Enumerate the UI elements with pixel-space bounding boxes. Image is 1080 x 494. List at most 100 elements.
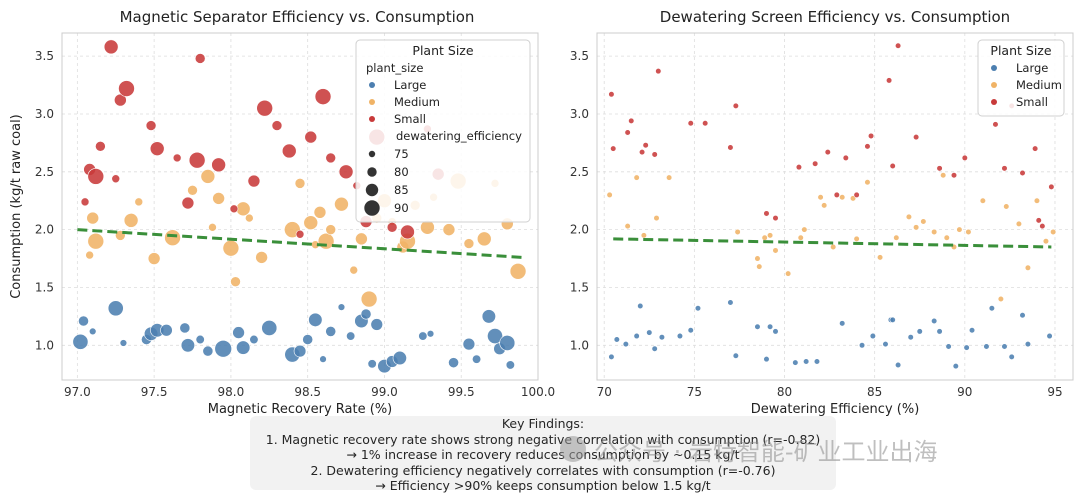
point-large (622, 341, 629, 348)
point-medium (325, 224, 337, 235)
point-medium (817, 194, 824, 201)
point-large (766, 323, 774, 330)
point-medium (801, 226, 808, 233)
point-medium (360, 290, 378, 308)
point-medium (85, 250, 94, 260)
point-large (839, 320, 846, 327)
point-large (968, 327, 976, 334)
x-tick-label: 100.0 (521, 385, 555, 399)
point-small (1039, 223, 1046, 230)
point-large (754, 323, 761, 330)
point-large (1019, 312, 1026, 319)
y-tick-label: 1.0 (35, 338, 54, 352)
point-medium (245, 213, 254, 223)
point-large (337, 303, 346, 311)
point-large (346, 331, 356, 341)
point-small (256, 99, 273, 117)
legend-label-small: Small (1016, 95, 1048, 109)
point-small (1001, 165, 1008, 172)
point-medium (756, 263, 763, 270)
point-small (400, 224, 415, 240)
point-medium (754, 255, 761, 262)
point-medium (86, 211, 100, 225)
x-tick-label: 75 (687, 385, 702, 399)
point-medium (666, 174, 673, 181)
point-small (172, 153, 182, 163)
legend-size-label: 85 (394, 183, 409, 197)
point-small (772, 214, 779, 222)
point-small (763, 210, 770, 217)
point-large (792, 359, 799, 366)
point-large (180, 338, 195, 353)
point-large (732, 352, 739, 359)
legend-label-medium: Medium (394, 95, 440, 109)
legend-size-marker (368, 150, 376, 158)
watermark: 公众号 · 岩特智能-矿业工业出海 (560, 432, 938, 466)
point-small (950, 172, 958, 179)
point-small (642, 142, 649, 149)
legend-marker-large (369, 82, 375, 88)
finding-line-1: 1. Magnetic recovery rate shows strong n… (265, 431, 821, 447)
point-small (651, 151, 658, 158)
point-small (1019, 169, 1026, 177)
point-small (936, 165, 943, 172)
legend-title: Plant Size (412, 43, 473, 58)
point-small (247, 174, 261, 188)
point-medium (187, 185, 198, 196)
x-tick-label: 98.5 (294, 385, 321, 399)
x-tick-label: 98.0 (218, 385, 245, 399)
finding-line-3: 2. Dewatering efficiency negatively corr… (310, 462, 776, 478)
point-large (505, 360, 515, 370)
point-large (687, 327, 694, 334)
point-medium (1015, 220, 1023, 227)
wechat-logo-icon (560, 436, 586, 462)
legend-size-label: 90 (394, 201, 409, 215)
point-large (160, 324, 173, 337)
point-small (961, 154, 968, 162)
point-medium (1042, 238, 1050, 245)
point-large (772, 328, 779, 335)
point-medium (147, 252, 161, 265)
point-small (833, 191, 840, 199)
point-large (487, 328, 503, 344)
y-tick-label: 3.0 (35, 107, 54, 121)
y-tick-label: 2.5 (570, 165, 589, 179)
y-tick-label: 1.5 (35, 280, 54, 294)
point-medium (624, 223, 631, 230)
legend-label-small: Small (394, 112, 426, 126)
y-axis-label: Consumption (kg/t raw coal) (9, 114, 24, 299)
point-small (295, 229, 305, 239)
legend-marker-medium (369, 99, 375, 105)
point-medium (785, 270, 792, 277)
point-small (702, 120, 709, 127)
legend-marker-medium (991, 82, 997, 88)
point-medium (772, 247, 779, 254)
x-axis-label: Dewatering Efficiency (%) (751, 402, 920, 417)
point-small (188, 151, 206, 169)
x-axis-label: Magnetic Recovery Rate (%) (208, 402, 393, 417)
point-medium (349, 265, 359, 275)
point-small (608, 91, 615, 98)
point-large (261, 320, 278, 336)
point-medium (905, 213, 913, 221)
point-large (936, 328, 943, 335)
point-medium (920, 218, 927, 225)
point-small (867, 132, 875, 140)
point-medium (212, 192, 225, 205)
findings-heading: Key Findings: (501, 416, 585, 431)
point-large (249, 334, 259, 345)
point-large (119, 339, 128, 347)
point-medium (853, 235, 860, 242)
dewatering-screen-chart: 70 75 80 85 90 95 1.0 1.5 2.0 2.5 3.0 3.5 Dewatering… (570, 8, 1074, 417)
legend-size-title: dewatering_efficiency (396, 129, 522, 143)
point-large (308, 312, 323, 327)
point-medium (913, 224, 920, 231)
point-small (853, 191, 860, 199)
point-large (983, 343, 990, 350)
point-small (655, 68, 662, 75)
point-medium (943, 234, 950, 241)
point-medium (1033, 197, 1041, 204)
point-medium (208, 223, 217, 232)
point-small (145, 120, 157, 131)
point-small (842, 154, 849, 162)
